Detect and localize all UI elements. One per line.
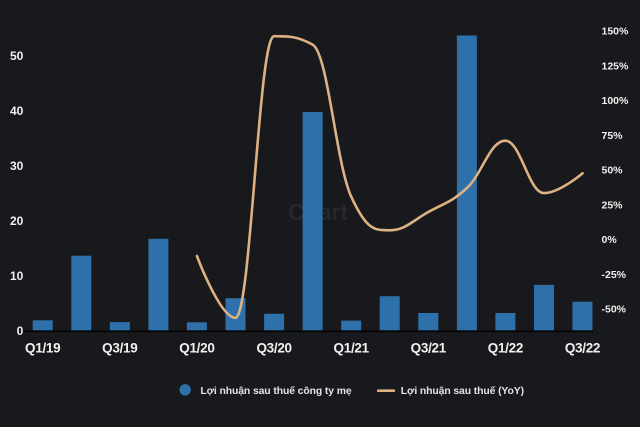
svg-text:50%: 50% xyxy=(602,165,624,177)
svg-text:Q3/21: Q3/21 xyxy=(411,340,447,355)
svg-text:-50%: -50% xyxy=(602,304,627,316)
svg-text:150%: 150% xyxy=(602,26,630,38)
svg-text:10: 10 xyxy=(10,269,24,283)
svg-text:Q1/19: Q1/19 xyxy=(25,340,60,355)
svg-text:125%: 125% xyxy=(602,60,630,72)
svg-text:0: 0 xyxy=(17,324,24,338)
svg-text:Q3/20: Q3/20 xyxy=(256,340,291,355)
svg-text:20: 20 xyxy=(10,214,24,228)
svg-text:75%: 75% xyxy=(602,130,624,142)
svg-text:Q1/20: Q1/20 xyxy=(179,340,214,355)
svg-text:0%: 0% xyxy=(602,234,618,246)
svg-text:50: 50 xyxy=(10,49,24,63)
svg-text:30: 30 xyxy=(10,159,24,173)
svg-text:100%: 100% xyxy=(602,95,630,107)
svg-text:Q1/22: Q1/22 xyxy=(488,340,523,355)
svg-text:25%: 25% xyxy=(602,199,624,211)
svg-text:Q3/19: Q3/19 xyxy=(102,340,137,355)
svg-text:40: 40 xyxy=(10,104,24,118)
svg-text:Lợi nhuận sau thuế công ty mẹ: Lợi nhuận sau thuế công ty mẹ xyxy=(200,385,351,397)
svg-text:Q1/21: Q1/21 xyxy=(334,340,370,355)
svg-text:-25%: -25% xyxy=(602,269,627,281)
svg-text:Lợi nhuận sau thuế (YoY): Lợi nhuận sau thuế (YoY) xyxy=(401,385,524,397)
svg-text:Q3/22: Q3/22 xyxy=(565,340,600,355)
